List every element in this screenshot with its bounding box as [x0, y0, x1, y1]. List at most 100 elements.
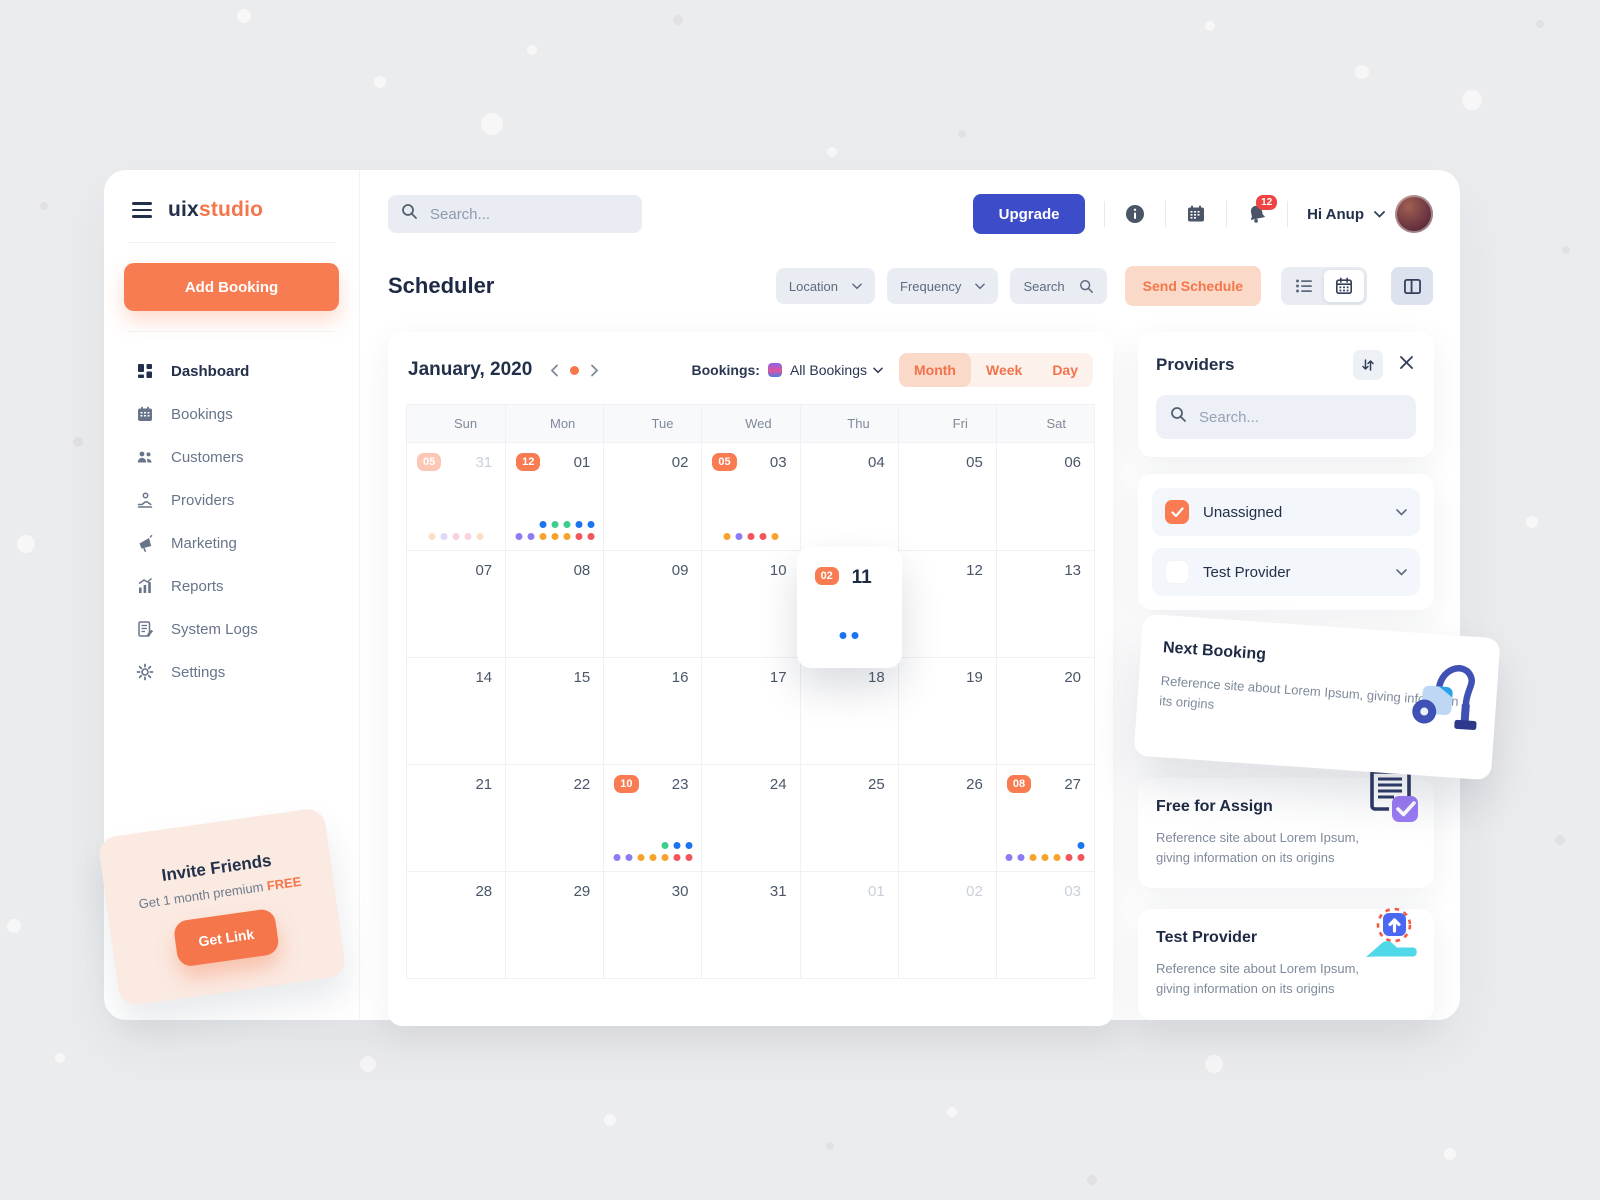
calendar-day-cell[interactable]: 09	[603, 550, 702, 657]
search-input[interactable]	[428, 204, 629, 224]
event-dot	[673, 842, 681, 849]
calendar-day-cell[interactable]: 19	[897, 657, 996, 764]
sidebar-item-bookings[interactable]: Bookings	[136, 405, 327, 423]
calendar-day-cell[interactable]: 05	[897, 443, 996, 550]
bookings-filter-dropdown[interactable]: All Bookings	[790, 362, 883, 378]
checkbox-unchecked[interactable]	[1165, 560, 1189, 584]
sidebar-item-system-logs[interactable]: System Logs	[136, 620, 327, 638]
sort-button[interactable]	[1353, 350, 1383, 380]
sidebar-item-marketing[interactable]: Marketing	[136, 534, 327, 552]
calendar-day-cell[interactable]: 08	[505, 550, 604, 657]
provider-row-unassigned[interactable]: Unassigned	[1152, 488, 1420, 536]
calendar-day-cell[interactable]: 24	[701, 764, 800, 871]
providers-search[interactable]	[1156, 395, 1416, 439]
calendar-day-cell[interactable]: 28	[407, 871, 506, 978]
calendar-day-cell[interactable]: 10	[701, 550, 800, 657]
current-month-dot[interactable]	[570, 365, 580, 375]
calendar-day-cell[interactable]: 12 01	[505, 443, 603, 550]
test-provider-card[interactable]: Test Provider Reference site about Lorem…	[1138, 907, 1434, 1020]
calendar-day-cell[interactable]: 18	[799, 657, 898, 764]
calendar-day-cell[interactable]: 16	[603, 657, 702, 764]
event-dot	[476, 533, 484, 540]
calendar-day-cell[interactable]: 08 27	[995, 764, 1094, 871]
day-number: 25	[868, 776, 885, 793]
event-dot	[1077, 842, 1085, 849]
info-button[interactable]	[1124, 203, 1146, 225]
sidebar-item-settings[interactable]: Settings	[136, 663, 327, 681]
scheduler-search[interactable]: Search	[1010, 268, 1107, 304]
calendar-day-cell[interactable]: 06	[995, 443, 1094, 550]
global-search[interactable]	[388, 195, 642, 233]
event-dot	[661, 842, 669, 849]
calendar-day-cell[interactable]: 22	[505, 764, 604, 871]
providers-icon	[136, 491, 154, 509]
side-panel-toggle-button[interactable]	[1391, 267, 1433, 305]
calendar-day-cell[interactable]: 17	[701, 657, 800, 764]
calendar-button[interactable]	[1185, 203, 1207, 225]
location-filter[interactable]: Location	[775, 268, 876, 304]
upgrade-button[interactable]: Upgrade	[973, 194, 1086, 234]
calendar-day-cell[interactable]: 26	[897, 764, 996, 871]
provider-row-test-provider[interactable]: Test Provider	[1152, 548, 1420, 596]
next-month-button[interactable]	[590, 364, 599, 377]
calendar-day-cell[interactable]: 25	[799, 764, 898, 871]
calendar-day-cell[interactable]: 13	[995, 550, 1094, 657]
sidebar-item-providers[interactable]: Providers	[136, 491, 327, 509]
prev-month-button[interactable]	[550, 364, 559, 377]
day-number: 02	[966, 883, 983, 900]
profile-menu[interactable]: Hi Anup	[1307, 195, 1433, 233]
calendar-day-cell[interactable]: 04	[799, 443, 898, 550]
calendar-day-cell[interactable]: 05 03	[701, 443, 799, 550]
frequency-filter[interactable]: Frequency	[887, 268, 999, 304]
event-dots	[839, 632, 859, 639]
free-for-assign-card[interactable]: Free for Assign Reference site about Lor…	[1138, 770, 1434, 889]
calendar-day-cell[interactable]: 14	[407, 657, 506, 764]
calendar-day-cell[interactable]: 10 23	[603, 764, 702, 871]
calendar-day-cell[interactable]: 29	[505, 871, 604, 978]
event-dot	[575, 533, 583, 540]
calendar-day-cell[interactable]: 02	[603, 443, 701, 550]
calendar-day-cell[interactable]: 05 31	[407, 443, 505, 550]
calendar-day-cell[interactable]: 15	[505, 657, 604, 764]
chevron-down-icon	[1374, 210, 1385, 218]
calendar-day-cell[interactable]: 20	[995, 657, 1094, 764]
event-dots	[515, 521, 595, 540]
calendar-view-button[interactable]	[1324, 270, 1364, 302]
calendar-day-cell[interactable]: 03	[995, 871, 1094, 978]
checkbox-checked[interactable]	[1165, 500, 1189, 524]
avatar[interactable]	[1395, 195, 1433, 233]
tab-month[interactable]: Month	[899, 353, 971, 387]
calendar-day-cell[interactable]: 31	[701, 871, 800, 978]
calendar-day-cell[interactable]: 01	[799, 871, 898, 978]
sidebar-item-reports[interactable]: Reports	[136, 577, 327, 595]
calendar-day-cell-selected[interactable]: 02 11	[796, 547, 902, 668]
chevron-down-icon[interactable]	[1396, 568, 1407, 576]
sidebar-item-dashboard[interactable]: Dashboard	[136, 362, 327, 380]
tab-week[interactable]: Week	[985, 362, 1023, 378]
add-booking-button[interactable]: Add Booking	[124, 263, 339, 311]
chevron-down-icon[interactable]	[1396, 508, 1407, 516]
close-panel-button[interactable]	[1397, 355, 1416, 375]
list-view-button[interactable]	[1284, 270, 1324, 302]
calendar-day-cell[interactable]: 30	[603, 871, 702, 978]
app-window: uixstudio Add Booking Dashboard Bookings C…	[97, 170, 1501, 1026]
calendar-day-cell[interactable]: 07	[407, 550, 506, 657]
weekday-header-row: Sun Mon Tue Wed Thu Fri Sat	[407, 405, 1094, 443]
calendar-day-cell[interactable]: 02	[897, 871, 996, 978]
calendar-day-cell[interactable]: 12	[897, 550, 996, 657]
next-booking-card[interactable]: Next Booking Reference site about Lorem …	[1133, 613, 1501, 781]
calendar-day-cell[interactable]: 21	[407, 764, 506, 871]
checklist-illustration-icon	[1364, 766, 1420, 829]
send-schedule-button[interactable]: Send Schedule	[1124, 266, 1261, 306]
providers-search-input[interactable]	[1197, 407, 1402, 427]
event-dot	[587, 521, 595, 528]
sidebar-item-customers[interactable]: Customers	[136, 448, 327, 466]
get-link-button[interactable]: Get Link	[172, 907, 281, 968]
tab-day[interactable]: Day	[1052, 362, 1078, 378]
calendar-grid: Sun Mon Tue Wed Thu Fri Sat 05 31 12 01 02 05 03 04 05…	[406, 404, 1095, 979]
event-dot	[1065, 854, 1073, 861]
hamburger-menu-icon[interactable]	[132, 202, 152, 218]
event-dot	[452, 533, 460, 540]
weekday-header: Sat	[995, 405, 1094, 442]
booking-count-badge: 05	[712, 453, 737, 471]
